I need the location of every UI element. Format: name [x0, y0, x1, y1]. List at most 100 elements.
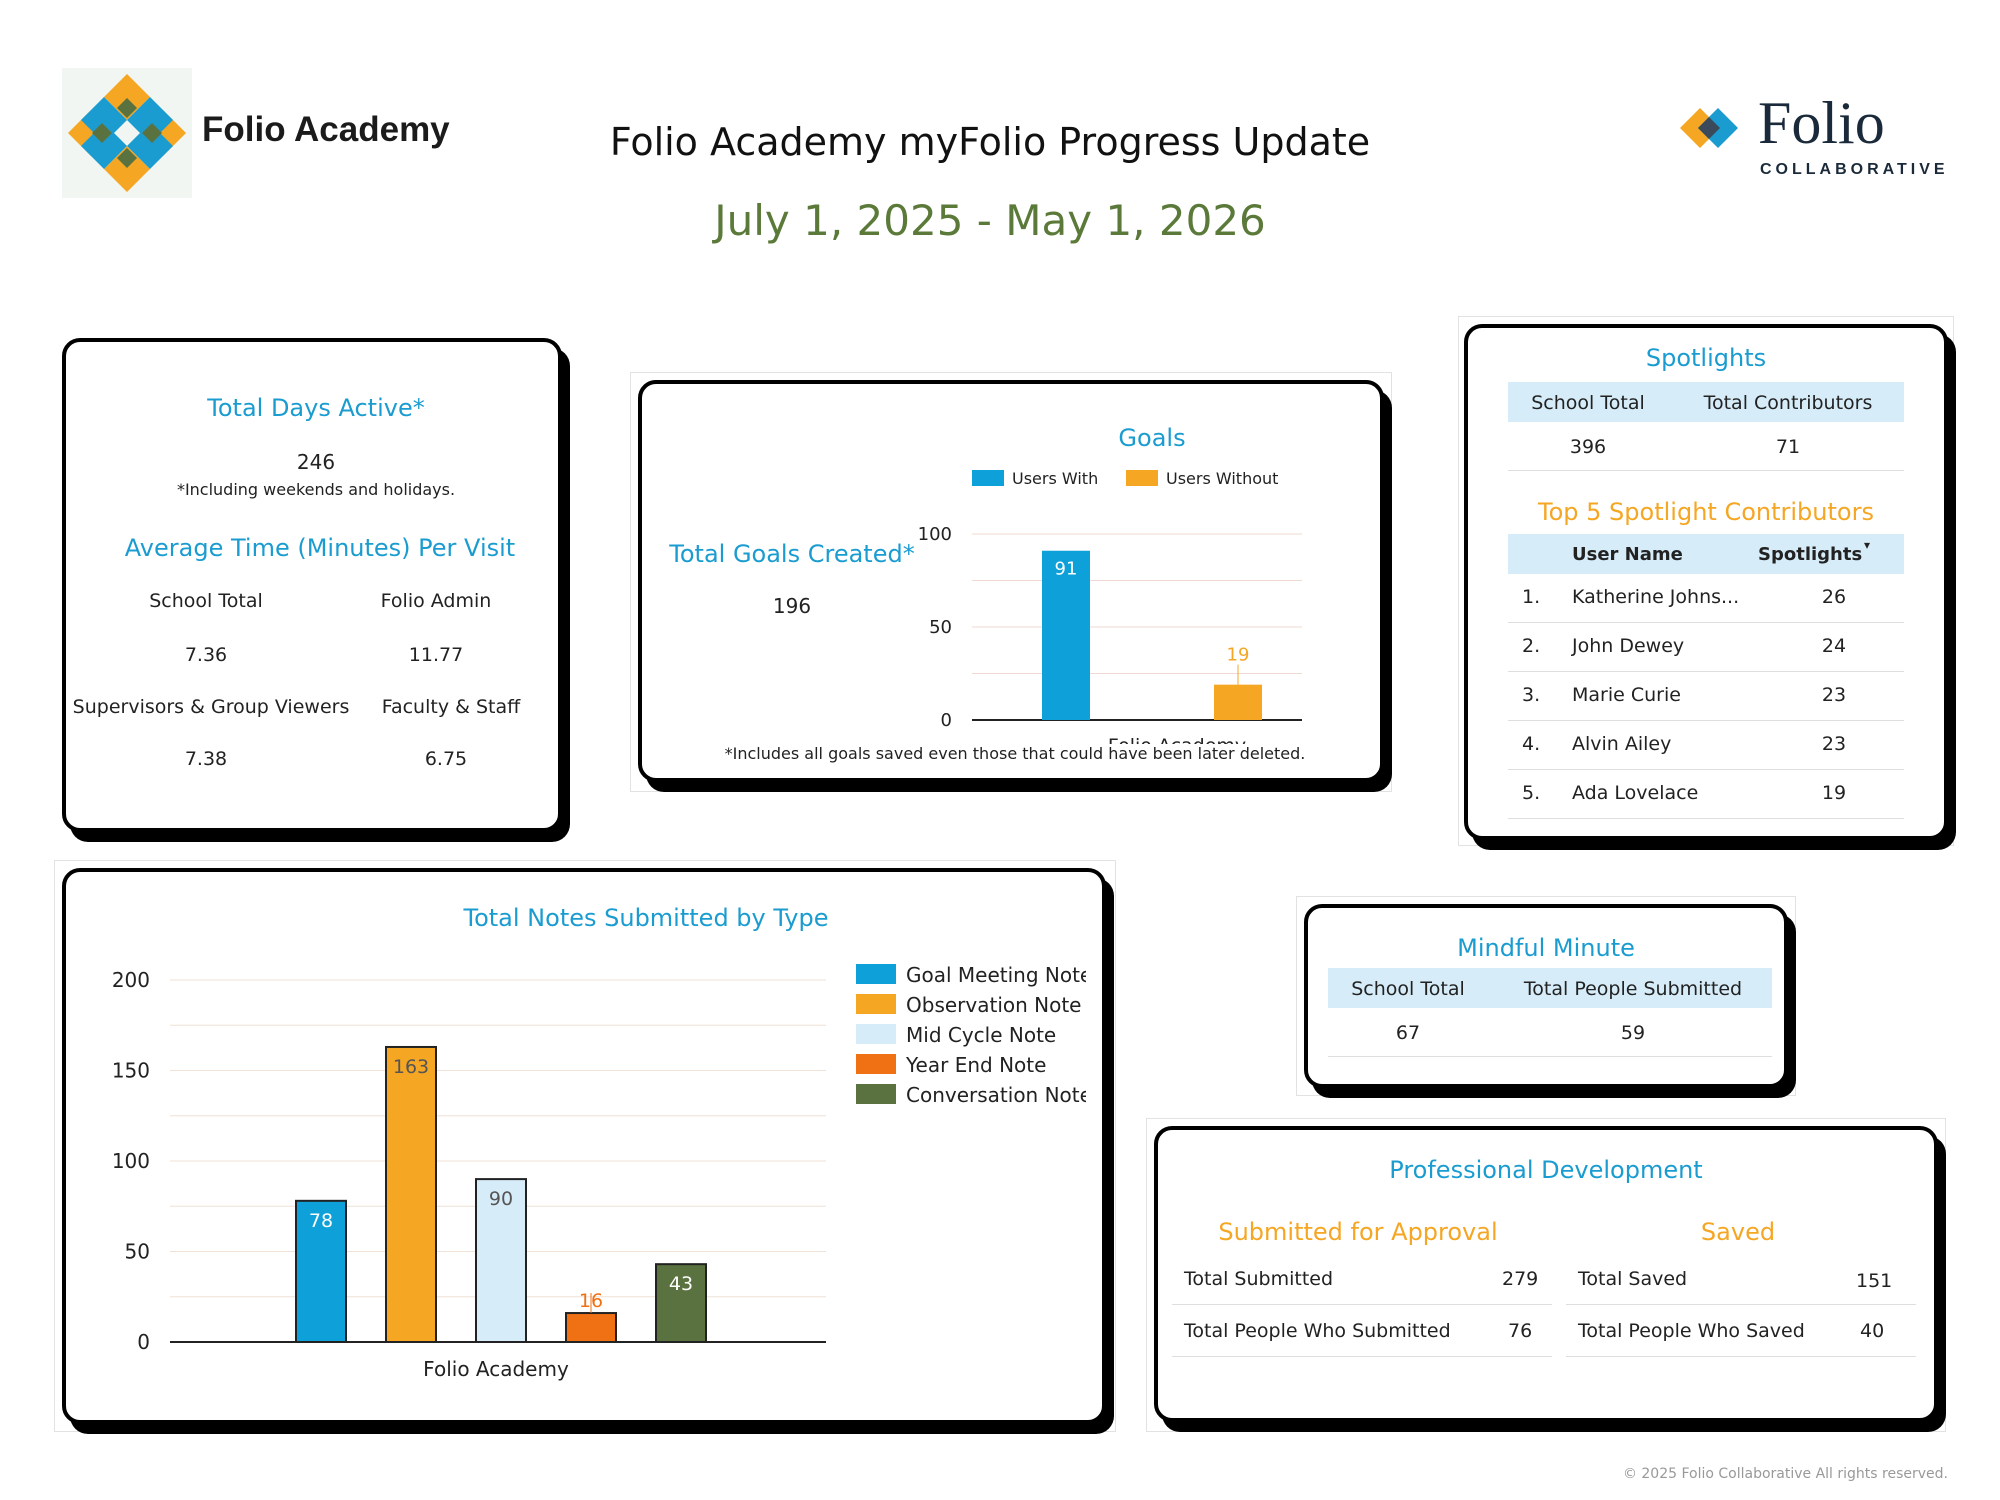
brand-logo-icon [1680, 108, 1738, 148]
contributor-name: Marie Curie [1572, 684, 1681, 706]
contributor-name: Alvin Ailey [1572, 733, 1672, 755]
days-active-card: Total Days Active* 246 *Including weeken… [62, 338, 562, 832]
spotlights-school-total: 396 [1569, 436, 1607, 458]
contributor-row: 1. Katherine Johns... 26 [1508, 574, 1904, 623]
contributor-row: 2. John Dewey 24 [1508, 623, 1904, 672]
data-label: 43 [669, 1273, 693, 1295]
contributor-rank: 4. [1522, 733, 1541, 755]
mindful-col-people: Total People Submitted [1523, 978, 1743, 1000]
spotlights-summary-row [1508, 422, 1904, 471]
avg-value-supervisors: 7.38 [184, 748, 228, 770]
brand-logo-sub: COLLABORATIVE [1760, 161, 1949, 178]
legend-swatch [856, 964, 896, 984]
bar-year-end-note [565, 1312, 617, 1344]
pd-saved-title: Saved [1700, 1218, 1776, 1246]
data-label: 91 [1055, 559, 1078, 580]
spotlights-col-school-total: School Total [1531, 392, 1645, 414]
mindful-title: Mindful Minute [1457, 934, 1635, 962]
goals-footnote: *Includes all goals saved even those tha… [724, 744, 1306, 763]
goals-title: Goals [1118, 424, 1186, 452]
avg-label-faculty: Faculty & Staff [381, 696, 521, 718]
pd-card-frame [1146, 1118, 1946, 1432]
top-contributors-title: Top 5 Spotlight Contributors [1538, 498, 1874, 526]
legend-label: Conversation Note [906, 1083, 1086, 1107]
pd-saved-value-2: 40 [1860, 1320, 1885, 1342]
y-tick-label: 0 [137, 1330, 150, 1354]
mindful-card: Mindful Minute School Total Total People… [1304, 904, 1788, 1088]
notes-title: Total Notes Submitted by Type [463, 904, 829, 932]
data-label: 163 [393, 1056, 429, 1078]
spotlights-card-frame [1458, 316, 1954, 846]
contributor-count: 19 [1821, 782, 1847, 804]
y-tick-label: 50 [125, 1240, 150, 1264]
contributor-rank: 3. [1522, 684, 1541, 706]
date-range: July 1, 2025 - May 1, 2026 [714, 196, 1266, 245]
pd-submitted-row-2: Total People Who Submitted 76 [1172, 1306, 1552, 1357]
contributor-rank: 5. [1522, 782, 1541, 804]
pd-submitted-title: Submitted for Approval [1218, 1218, 1498, 1246]
spotlights-col-contributors: Total Contributors [1703, 392, 1873, 414]
days-active-title: Total Days Active* [207, 394, 425, 422]
legend-swatch-users-without [1126, 470, 1158, 486]
notes-card-frame [54, 860, 1116, 1432]
bar-conversation-note [655, 1263, 707, 1344]
bar-goal-meeting-note [295, 1199, 347, 1343]
days-active-value: 246 [296, 450, 336, 474]
pd-saved-label-1: Total Saved [1578, 1268, 1688, 1290]
data-label: 16 [579, 1290, 603, 1312]
mindful-card-frame [1296, 896, 1796, 1096]
mindful-school-total: 67 [1395, 1022, 1421, 1044]
data-label: 78 [309, 1210, 333, 1232]
mindful-row [1328, 1008, 1772, 1057]
goals-created-value: 196 [772, 594, 812, 618]
legend-label: Users With [1012, 469, 1098, 488]
avg-value-faculty: 6.75 [424, 748, 468, 770]
data-label: 19 [1227, 645, 1250, 666]
contributor-count: 23 [1821, 733, 1847, 755]
mindful-header [1328, 968, 1772, 1008]
legend-swatch [856, 1024, 896, 1044]
spotlights-card: Spotlights School Total Total Contributo… [1464, 324, 1948, 840]
goals-created-label: Total Goals Created* [669, 540, 915, 568]
avg-value-folio-admin: 11.77 [408, 644, 464, 666]
spotlights-summary-header [1508, 382, 1904, 422]
y-tick-label: 100 [112, 1149, 150, 1173]
mindful-col-school-total: School Total [1351, 978, 1465, 1000]
school-logo: Folio Academy [62, 68, 462, 198]
notes-card: Total Notes Submitted by Type 0 50 100 150 2… [62, 868, 1106, 1424]
brand-logo-main: Folio [1758, 90, 1885, 156]
contributor-name: John Dewey [1572, 635, 1685, 657]
contributor-rank: 1. [1522, 586, 1541, 608]
bar-mid-cycle-note [475, 1178, 527, 1343]
avg-value-school-total: 7.36 [184, 644, 228, 666]
pd-saved-label-2: Total People Who Saved [1578, 1320, 1805, 1342]
pd-saved-row-2: Total People Who Saved 40 [1566, 1306, 1916, 1357]
contributor-count: 24 [1821, 635, 1847, 657]
bar-users-without [1214, 684, 1262, 720]
contributor-row: 4. Alvin Ailey 23 [1508, 721, 1904, 770]
legend-label: Goal Meeting Note [906, 963, 1086, 987]
spotlights-total-contributors: 71 [1775, 436, 1801, 458]
col-spotlights[interactable]: Spotlights [1758, 544, 1863, 565]
pd-submitted-label-2: Total People Who Submitted [1184, 1320, 1451, 1342]
contributor-name: Ada Lovelace [1572, 782, 1699, 804]
pd-submitted-value-1: 279 [1502, 1268, 1539, 1290]
y-tick-label: 100 [918, 524, 952, 545]
goals-card-frame [630, 372, 1392, 792]
notes-chart: 0 50 100 150 200 78 163 90 16 43 Folio Academy Goal… [112, 963, 1086, 1381]
y-tick-label: 150 [112, 1059, 150, 1083]
legend-swatch-users-with [972, 470, 1004, 486]
sort-desc-icon[interactable]: ▾ [1864, 538, 1871, 552]
x-category-label: Folio Academy [423, 1357, 569, 1381]
legend-label: Users Without [1166, 469, 1278, 488]
contributor-row: 3. Marie Curie 23 [1508, 672, 1904, 721]
copyright: © 2025 Folio Collaborative All rights re… [1622, 1466, 1948, 1482]
col-user-name[interactable]: User Name [1572, 544, 1683, 565]
goals-card: Goals Total Goals Created* 196 Users Wit… [638, 380, 1384, 782]
bar-users-with [1042, 550, 1090, 720]
pd-saved-row-1: Total Saved 151 [1566, 1254, 1916, 1305]
days-active-note: *Including weekends and holidays. [176, 480, 456, 499]
avg-time-title: Average Time (Minutes) Per Visit [124, 534, 516, 562]
pd-submitted-value-2: 76 [1508, 1320, 1533, 1342]
pd-submitted-row-1: Total Submitted 279 [1172, 1254, 1552, 1305]
